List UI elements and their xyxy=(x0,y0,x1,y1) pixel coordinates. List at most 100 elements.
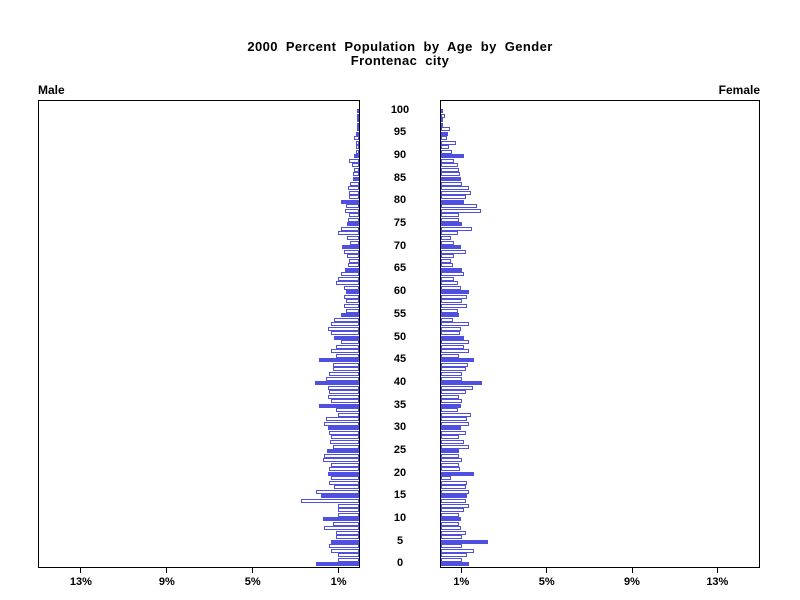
bar-male-age-81 xyxy=(348,195,359,200)
bar-male-age-56 xyxy=(345,308,359,313)
bar-female-age-36 xyxy=(441,399,463,404)
age-tick-label-90: 90 xyxy=(393,149,407,162)
female-x-tick-label-1: 1% xyxy=(453,576,470,588)
bar-male-age-12 xyxy=(337,508,359,513)
bar-male-age-32 xyxy=(325,417,359,422)
bar-male-age-28 xyxy=(331,435,359,440)
bar-female-age-35 xyxy=(441,403,462,408)
bar-male-age-3 xyxy=(331,548,359,553)
bar-male-age-71 xyxy=(350,240,359,245)
male-x-tick-label-13: 13% xyxy=(69,576,92,588)
bar-male-age-38 xyxy=(329,390,359,395)
bar-female-age-58 xyxy=(441,299,463,304)
bar-female-age-80 xyxy=(441,199,464,204)
age-tick-label-50: 50 xyxy=(393,330,407,343)
bar-female-age-56 xyxy=(441,308,458,313)
bar-female-age-46 xyxy=(441,353,460,358)
bar-female-age-76 xyxy=(441,217,460,222)
chart-title-line2: Frontenac city xyxy=(350,53,450,68)
bar-female-age-47 xyxy=(441,349,469,354)
bar-female-age-69 xyxy=(441,249,466,254)
bar-male-age-53 xyxy=(330,322,359,327)
bar-female-age-41 xyxy=(441,376,463,381)
bar-female-age-72 xyxy=(441,235,451,240)
bar-female-age-6 xyxy=(441,535,463,540)
bar-male-age-31 xyxy=(324,421,359,426)
bar-female-age-94 xyxy=(441,136,447,141)
age-tick-label-65: 65 xyxy=(393,262,407,275)
bar-female-age-3 xyxy=(441,548,474,553)
bar-female-age-32 xyxy=(441,417,468,422)
bar-female-age-77 xyxy=(441,213,460,218)
bar-male-age-70 xyxy=(342,245,359,250)
female-x-axis: 1% 5% 9% 13% xyxy=(440,568,760,600)
bar-male-age-83 xyxy=(347,186,359,191)
bar-male-age-58 xyxy=(345,299,359,304)
bar-female-age-42 xyxy=(441,372,463,376)
bar-male-age-29 xyxy=(329,430,359,435)
bar-male-age-59 xyxy=(344,294,359,299)
bar-male-age-35 xyxy=(319,403,359,408)
male-x-tick-9 xyxy=(166,568,168,573)
bar-male-age-9 xyxy=(332,521,359,526)
age-tick-label-85: 85 xyxy=(393,171,407,184)
bar-male-age-16 xyxy=(316,489,359,494)
bar-female-age-57 xyxy=(441,303,468,308)
bar-female-age-66 xyxy=(441,263,453,268)
male-x-tick-label-9: 9% xyxy=(158,576,175,588)
age-tick-label-5: 5 xyxy=(396,534,404,547)
bar-female-age-83 xyxy=(441,186,469,191)
bar-female-age-97 xyxy=(441,122,443,127)
bar-male-age-99 xyxy=(357,113,359,118)
bar-male-age-20 xyxy=(327,471,359,476)
bar-female-age-93 xyxy=(441,140,456,145)
bar-male-age-89 xyxy=(348,158,359,163)
bar-female-age-99 xyxy=(441,113,446,118)
bar-female-age-34 xyxy=(441,408,458,413)
bar-female-age-11 xyxy=(441,512,460,517)
bar-female-age-52 xyxy=(441,326,461,331)
age-tick-label-35: 35 xyxy=(393,398,407,411)
bar-male-age-27 xyxy=(330,440,359,445)
bar-female-age-59 xyxy=(441,294,468,299)
bar-female-age-44 xyxy=(441,362,468,367)
female-panel-label: Female xyxy=(718,83,760,97)
bar-male-age-94 xyxy=(354,136,359,141)
bar-female-age-68 xyxy=(441,254,455,259)
bar-male-age-44 xyxy=(332,362,359,367)
bar-male-age-72 xyxy=(347,235,359,240)
chart-title-line1: 2000 Percent Population by Age by Gender xyxy=(247,39,553,54)
bar-male-age-45 xyxy=(319,358,359,363)
bar-male-age-73 xyxy=(337,231,359,236)
bar-male-age-11 xyxy=(337,512,359,517)
bar-male-age-25 xyxy=(327,449,359,454)
bar-male-age-96 xyxy=(357,127,359,132)
bar-male-age-64 xyxy=(340,272,359,277)
bar-female-age-95 xyxy=(441,131,448,136)
bar-male-age-1 xyxy=(337,557,359,562)
bar-female-age-14 xyxy=(441,498,466,503)
bar-female-age-48 xyxy=(441,344,464,349)
bar-female-age-38 xyxy=(441,390,466,395)
bar-female-age-89 xyxy=(441,158,454,163)
bar-female-age-20 xyxy=(441,471,474,476)
bar-male-age-50 xyxy=(334,335,359,340)
bar-male-age-69 xyxy=(344,249,359,254)
bar-female-age-37 xyxy=(441,394,460,399)
bar-male-age-41 xyxy=(325,376,359,381)
bar-female-age-13 xyxy=(441,503,469,508)
bar-male-age-87 xyxy=(354,167,359,172)
bar-female-age-90 xyxy=(441,154,464,159)
bar-female-age-79 xyxy=(441,204,478,209)
bar-female-age-23 xyxy=(441,458,463,463)
bar-male-age-24 xyxy=(324,453,359,458)
female-x-tick-13 xyxy=(716,568,718,573)
bar-female-age-78 xyxy=(441,208,482,213)
bar-male-age-84 xyxy=(349,181,359,186)
age-tick-label-0: 0 xyxy=(396,557,404,570)
bar-female-age-12 xyxy=(441,508,465,513)
bar-male-age-7 xyxy=(335,530,359,535)
bar-female-age-25 xyxy=(441,449,460,454)
bar-male-age-8 xyxy=(324,526,359,531)
